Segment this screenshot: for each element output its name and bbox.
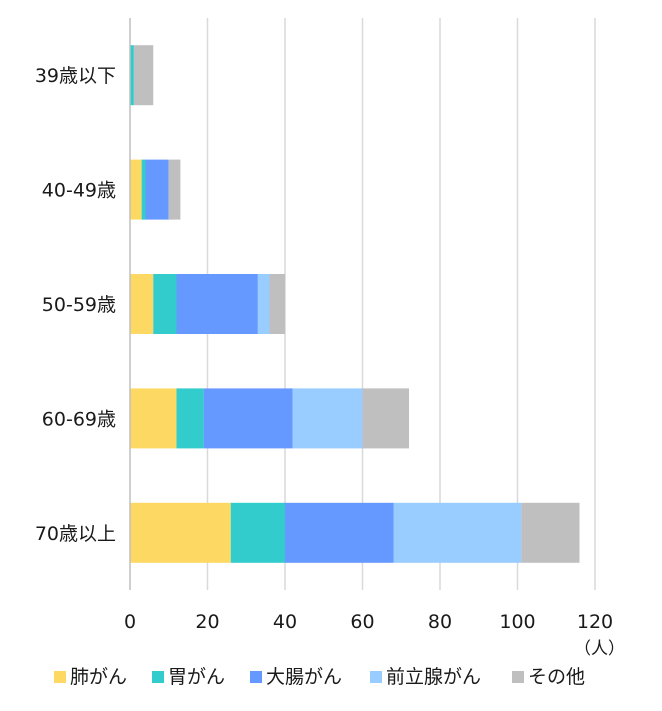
bar-1-0 xyxy=(130,159,142,220)
tick-label-0: 0 xyxy=(124,611,136,633)
bar-4-1 xyxy=(230,502,285,563)
bar-3-3 xyxy=(292,388,363,449)
category-label-1: 40-49歳 xyxy=(42,180,116,202)
legend-label-1: 胃がん xyxy=(168,666,225,688)
legend-label-4: その他 xyxy=(528,666,585,688)
category-label-0: 39歳以下 xyxy=(35,65,116,87)
bar-4-2 xyxy=(285,502,394,563)
legend-label-3: 前立腺がん xyxy=(386,666,481,688)
tick-labels: 0 20 40 60 80 100 120 xyxy=(124,611,613,633)
tick-label-6: 120 xyxy=(577,611,613,633)
bar-0-4 xyxy=(133,45,154,106)
tick-label-4: 80 xyxy=(428,611,452,633)
legend-swatch-3 xyxy=(370,671,382,683)
grid-lines xyxy=(206,18,596,590)
legend-swatch-2 xyxy=(250,671,262,683)
legend-swatch-1 xyxy=(152,671,164,683)
legend-label-2: 大腸がん xyxy=(266,666,342,688)
bar-4-0 xyxy=(130,502,231,563)
bar-3-2 xyxy=(203,388,293,449)
bar-2-0 xyxy=(130,274,154,334)
bar-2-1 xyxy=(153,274,177,334)
category-labels: 39歳以下 40-49歳 50-59歳 60-69歳 70歳以上 xyxy=(35,65,116,545)
tick-label-5: 100 xyxy=(499,611,535,633)
x-axis-unit-label: （人） xyxy=(574,639,625,659)
bar-1-1 xyxy=(141,159,146,220)
tick-label-1: 20 xyxy=(195,611,219,633)
bar-2-2 xyxy=(176,274,258,334)
legend-swatch-4 xyxy=(512,671,524,683)
bar-4-4 xyxy=(521,502,580,563)
category-label-4: 70歳以上 xyxy=(35,523,116,545)
legend-label-0: 肺がん xyxy=(70,666,127,688)
legend: 肺がん 胃がん 大腸がん 前立腺がん その他 xyxy=(54,666,585,688)
category-label-2: 50-59歳 xyxy=(42,294,116,316)
bar-2-4 xyxy=(269,274,285,334)
bar-4-3 xyxy=(393,502,522,563)
bar-1-2 xyxy=(145,159,169,220)
bars xyxy=(130,45,580,563)
bar-3-4 xyxy=(362,388,409,449)
legend-swatch-0 xyxy=(54,671,66,683)
tick-label-3: 60 xyxy=(350,611,374,633)
bar-3-1 xyxy=(176,388,204,449)
tick-label-2: 40 xyxy=(273,611,297,633)
bar-3-0 xyxy=(130,388,177,449)
category-label-3: 60-69歳 xyxy=(42,408,116,430)
bar-2-3 xyxy=(257,274,270,334)
bar-0-1 xyxy=(130,45,134,106)
bar-1-4 xyxy=(168,159,181,220)
